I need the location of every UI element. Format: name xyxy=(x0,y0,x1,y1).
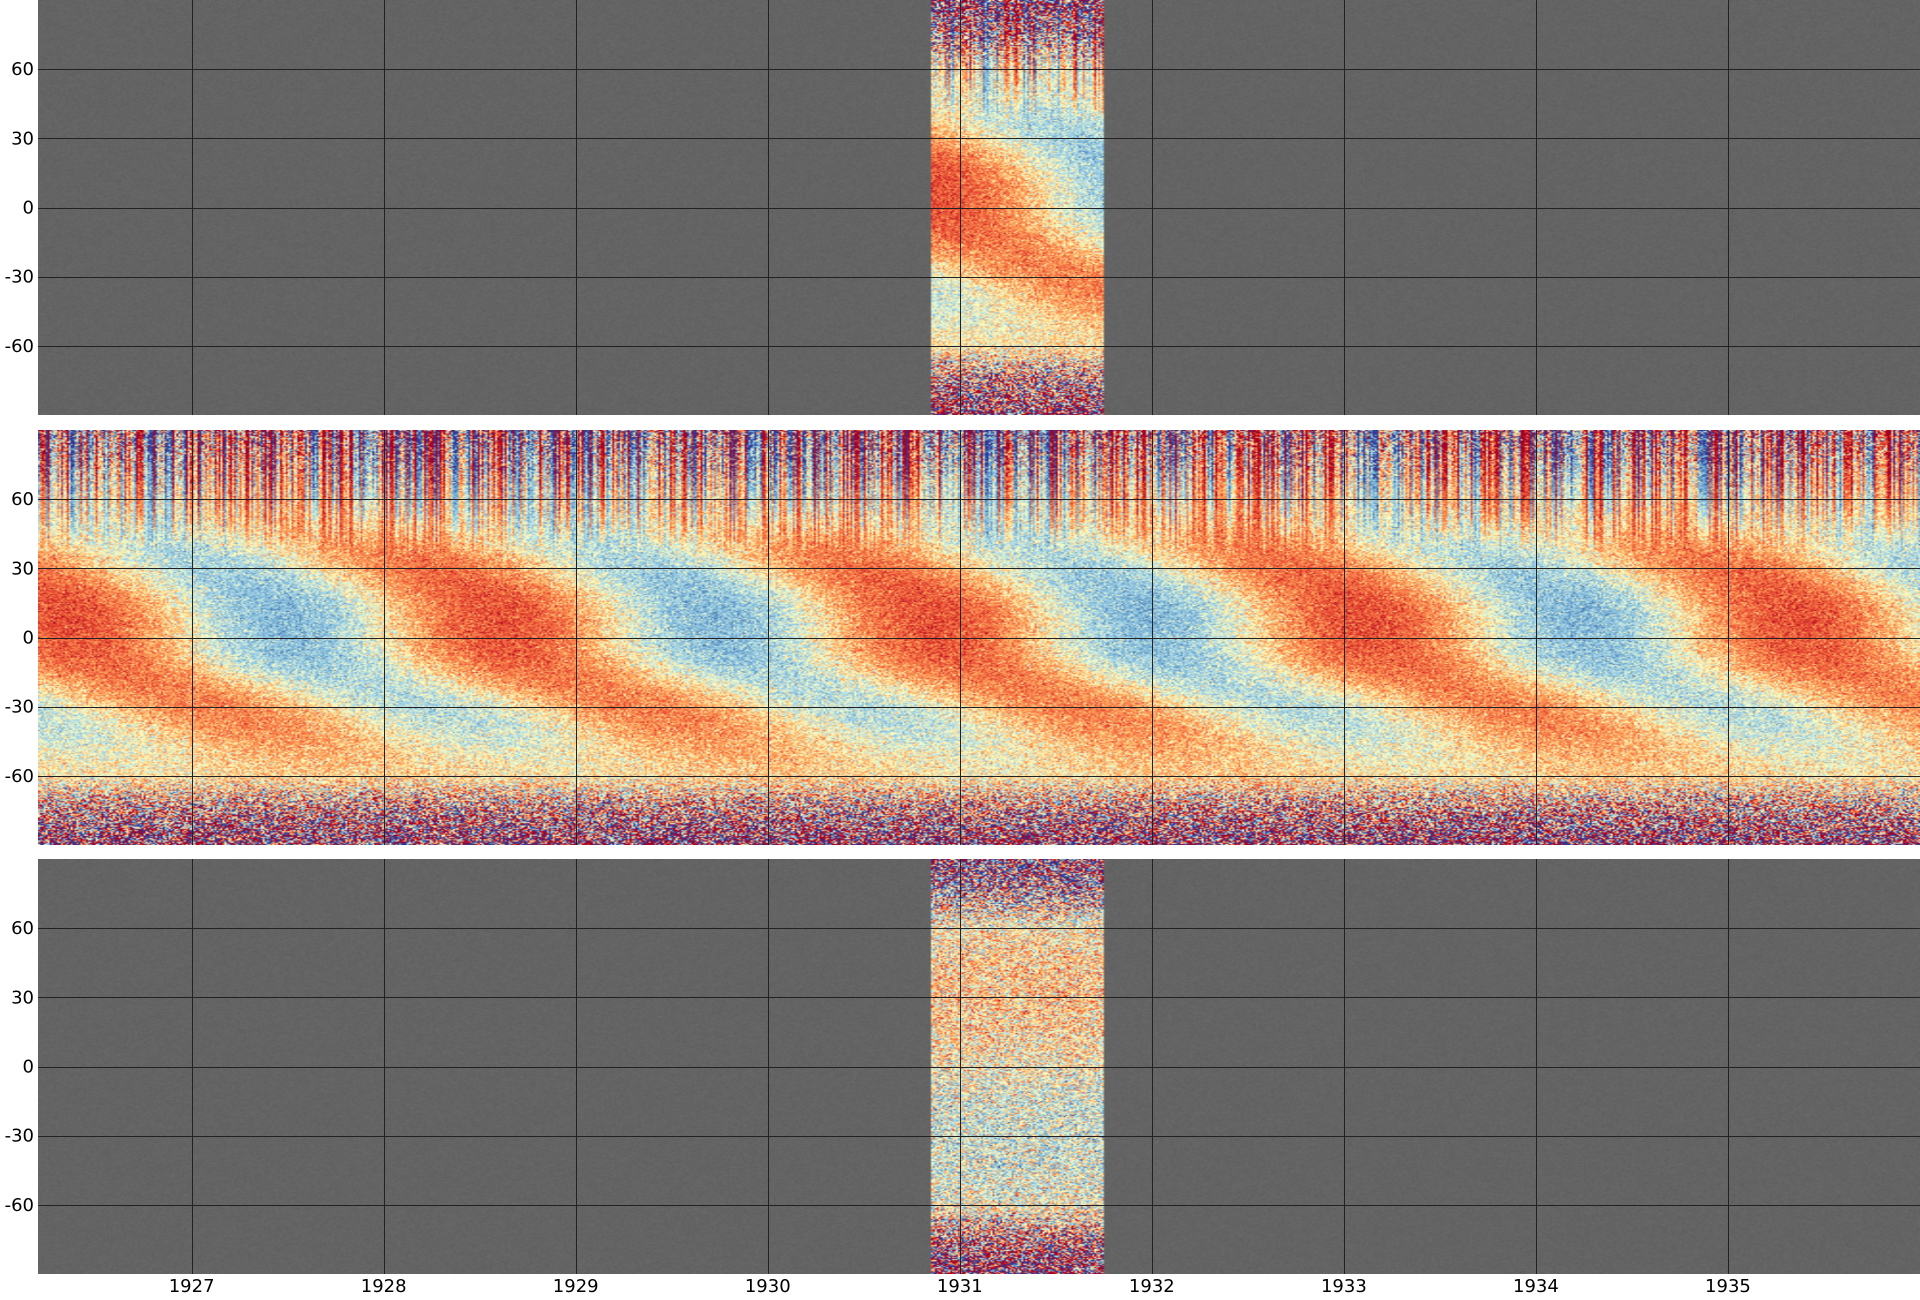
grid-lines xyxy=(38,0,1920,415)
x-tick-label: 1930 xyxy=(745,1276,791,1297)
y-tick-label: -60 xyxy=(5,336,34,357)
y-tick-label: -60 xyxy=(5,766,34,787)
y-tick-label: -30 xyxy=(5,1126,34,1147)
y-tick-label: 0 xyxy=(23,628,34,649)
x-tick-labels: 1927 1928 1929 1930 1931 1932 1933 1934 1935 xyxy=(169,1276,1751,1297)
x-tick-label: 1934 xyxy=(1513,1276,1559,1297)
heatmap-panel-1: 60 30 0 -30 -60 xyxy=(5,0,1920,415)
y-tick-label: 60 xyxy=(11,59,34,80)
heatmap-panel-3: 60 30 0 -30 -60 xyxy=(5,859,1920,1274)
y-tick-label: 30 xyxy=(11,987,34,1008)
x-tick-label: 1932 xyxy=(1129,1276,1175,1297)
y-tick-label: 0 xyxy=(23,198,34,219)
x-tick-label: 1929 xyxy=(553,1276,599,1297)
heatmap-panel-2: 60 30 0 -30 -60 xyxy=(5,430,1920,845)
x-tick-label: 1928 xyxy=(361,1276,407,1297)
x-tick-label: 1931 xyxy=(937,1276,983,1297)
y-tick-label: 0 xyxy=(23,1057,34,1078)
y-tick-label: -30 xyxy=(5,697,34,718)
y-tick-label: 30 xyxy=(11,128,34,149)
heatmap-cells xyxy=(38,859,1920,1274)
y-tick-label: -60 xyxy=(5,1195,34,1216)
x-tick-label: 1933 xyxy=(1321,1276,1367,1297)
x-tick-label: 1935 xyxy=(1705,1276,1751,1297)
x-tick-label: 1927 xyxy=(169,1276,215,1297)
y-tick-label: 60 xyxy=(11,489,34,510)
grid-lines xyxy=(38,859,1920,1274)
heatmap-cells xyxy=(38,0,1920,415)
grid-lines xyxy=(38,430,1920,845)
y-tick-label: 30 xyxy=(11,558,34,579)
y-tick-label: 60 xyxy=(11,918,34,939)
heatmap-cells xyxy=(38,430,1920,845)
y-tick-label: -30 xyxy=(5,267,34,288)
